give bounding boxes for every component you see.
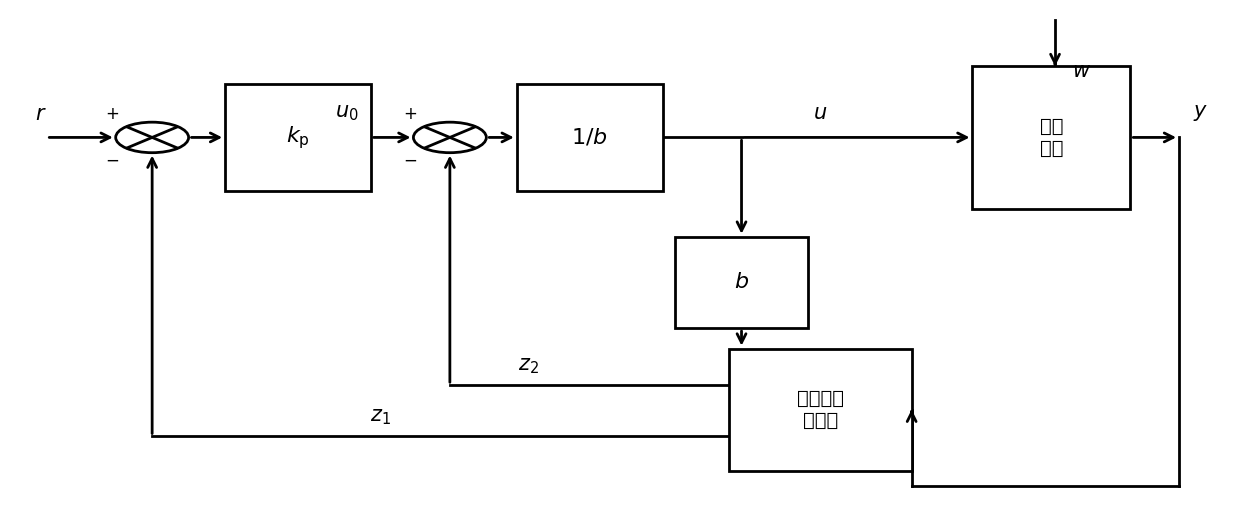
Text: $k_\mathrm{p}$: $k_\mathrm{p}$ <box>286 124 310 151</box>
Bar <box>224 84 371 191</box>
Text: $+$: $+$ <box>105 106 119 123</box>
Text: $-$: $-$ <box>403 152 417 169</box>
Text: $z_1$: $z_1$ <box>370 407 391 427</box>
Text: 扩展状态
观测器: 扩展状态 观测器 <box>797 389 844 430</box>
Text: $+$: $+$ <box>403 106 417 123</box>
Text: $-$: $-$ <box>105 152 119 169</box>
Text: $u$: $u$ <box>813 103 827 122</box>
Text: 控制
对象: 控制 对象 <box>1039 117 1063 158</box>
Circle shape <box>115 122 188 153</box>
Circle shape <box>413 122 486 153</box>
Text: $z_2$: $z_2$ <box>518 356 539 376</box>
Text: $b$: $b$ <box>734 271 749 293</box>
Bar <box>517 84 662 191</box>
Text: $y$: $y$ <box>1193 103 1209 123</box>
Text: $r$: $r$ <box>35 105 46 124</box>
Bar <box>729 349 911 471</box>
Text: $w$: $w$ <box>1073 62 1091 81</box>
Text: $1/b$: $1/b$ <box>572 127 608 148</box>
Text: $u_0$: $u_0$ <box>335 103 358 123</box>
Bar <box>972 66 1131 209</box>
Bar <box>675 237 808 328</box>
